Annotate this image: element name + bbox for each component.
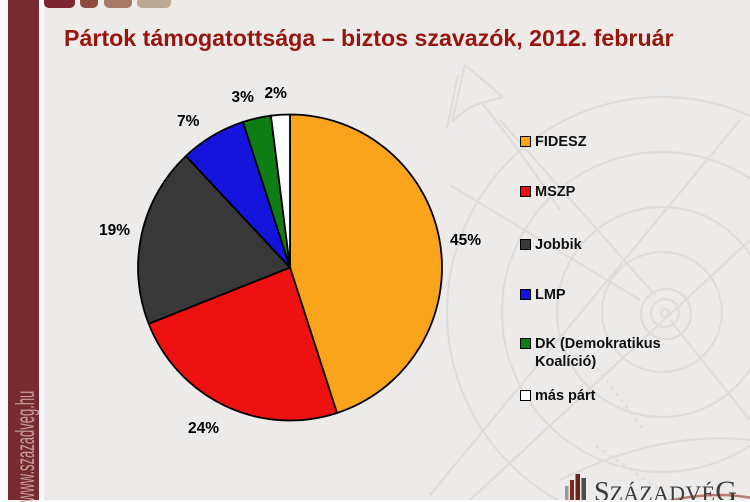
svg-text:SZÁZADVÉG: SZÁZADVÉG: [594, 475, 737, 500]
